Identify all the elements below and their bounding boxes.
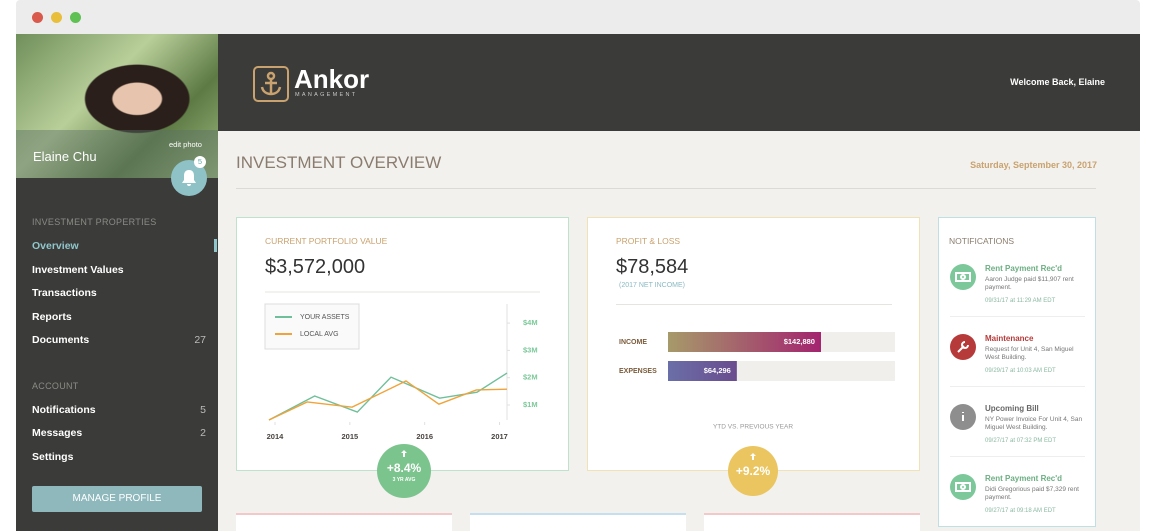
nav-item[interactable]: Notifications xyxy=(32,404,96,416)
bottom-card xyxy=(470,513,686,531)
icon-glyph xyxy=(955,272,971,282)
logo-icon xyxy=(253,66,289,102)
notification-time: 09/31/17 at 11:29 AM EDT xyxy=(985,298,1056,304)
legend-label: YOUR ASSETS xyxy=(300,314,350,321)
notification-time: 09/27/17 at 07:32 PM EDT xyxy=(985,438,1057,444)
notification-text: Aaron Judge paid $11,907 rent payment. xyxy=(985,276,1074,291)
nav-item[interactable]: Reports xyxy=(32,311,72,323)
bell-count: 5 xyxy=(194,156,206,168)
pl-value: $78,584 xyxy=(616,256,689,278)
notification-icon xyxy=(950,334,976,360)
nav-item[interactable]: Documents xyxy=(32,334,90,346)
card-label: NOTIFICATIONS xyxy=(949,236,1015,246)
nav-count: 5 xyxy=(200,404,206,416)
user-name: Elaine Chu xyxy=(33,149,97,164)
section-title: ACCOUNT xyxy=(32,381,79,391)
y-tick-label: $1M xyxy=(523,400,538,409)
up-arrow xyxy=(750,453,756,460)
brand-sub: MANAGEMENT xyxy=(295,92,358,98)
badge-value: +9.2% xyxy=(735,464,771,478)
notification-time: 09/27/17 at 09:18 AM EDT xyxy=(985,508,1056,514)
bar xyxy=(668,361,737,381)
bar-value-label: $64,296 xyxy=(704,366,731,375)
category-label: INCOME xyxy=(619,339,647,346)
nav-item[interactable]: Investment Values xyxy=(32,264,124,276)
category-label: EXPENSES xyxy=(619,368,657,375)
welcome: Welcome Back, Elaine xyxy=(1010,77,1105,87)
brand: Ankor xyxy=(294,64,370,94)
notification-divider xyxy=(950,316,1085,317)
nav-item[interactable]: Transactions xyxy=(32,287,97,299)
y-tick-label: $2M xyxy=(523,373,538,382)
x-tick-label: 2017 xyxy=(491,432,508,441)
series-line xyxy=(268,372,508,421)
divider xyxy=(616,304,892,305)
max-dot[interactable] xyxy=(70,12,81,23)
notification-title: Maintenance xyxy=(985,334,1034,343)
bar xyxy=(668,332,821,352)
legend-box xyxy=(264,303,360,350)
badge-sub: 3 YR AVG xyxy=(392,477,416,483)
notification-icon xyxy=(950,404,976,430)
notification-icon xyxy=(950,474,976,500)
notification-divider xyxy=(950,456,1085,457)
manage-profile-button[interactable]: MANAGE PROFILE xyxy=(32,486,202,512)
notification-text: Didi Gregorious paid $7,329 rent payment… xyxy=(985,486,1079,501)
x-tick-label: 2014 xyxy=(267,432,285,441)
header xyxy=(218,34,1140,131)
nav-item[interactable]: Settings xyxy=(32,451,74,463)
icon-glyph xyxy=(957,341,969,353)
nav-item[interactable]: Overview xyxy=(32,240,79,252)
profile-photo xyxy=(16,34,218,178)
series-line xyxy=(268,380,508,421)
notification-text: Request for Unit 4, San Miguel West Buil… xyxy=(985,346,1074,361)
bar-value-label: $142,880 xyxy=(784,337,815,346)
badge-value: +8.4% xyxy=(386,461,422,475)
active-indicator xyxy=(214,239,217,252)
pl-sub: (2017 NET INCOME) xyxy=(619,282,685,289)
up-arrow xyxy=(401,450,407,457)
icon-glyph xyxy=(962,412,964,421)
notification-title: Rent Payment Rec'd xyxy=(985,264,1063,273)
notification-time: 09/29/17 at 10:03 AM EDT xyxy=(985,368,1056,374)
divider xyxy=(236,188,1096,189)
page-title: INVESTMENT OVERVIEW xyxy=(236,153,442,172)
y-tick-label: $3M xyxy=(523,345,538,354)
nav-item[interactable]: Messages xyxy=(32,427,83,439)
portfolio-value: $3,572,000 xyxy=(265,256,366,278)
nav-count: 2 xyxy=(200,427,206,439)
bell-icon xyxy=(182,170,196,186)
legend-label: LOCAL AVG xyxy=(300,331,339,338)
icon-glyph xyxy=(955,482,971,492)
window-bar xyxy=(16,0,1140,34)
close-dot[interactable] xyxy=(32,12,43,23)
min-dot[interactable] xyxy=(51,12,62,23)
notification-divider xyxy=(950,386,1085,387)
notification-title: Rent Payment Rec'd xyxy=(985,474,1063,483)
edit-photo[interactable]: edit photo xyxy=(169,140,202,149)
bottom-card xyxy=(704,513,920,531)
notification-title: Upcoming Bill xyxy=(985,404,1039,413)
anchor-icon xyxy=(260,71,282,96)
nav-count: 27 xyxy=(194,334,206,346)
x-tick-label: 2016 xyxy=(416,432,433,441)
pl-badge: +9.2% xyxy=(728,446,778,496)
section-title: INVESTMENT PROPERTIES xyxy=(32,217,157,227)
card-label: CURRENT PORTFOLIO VALUE xyxy=(265,236,388,246)
x-tick-label: 2015 xyxy=(341,432,358,441)
bottom-card xyxy=(236,513,452,531)
portfolio-badge: +8.4% 3 YR AVG xyxy=(377,444,431,498)
y-tick-label: $4M xyxy=(523,318,538,327)
card-label: PROFIT & LOSS xyxy=(616,236,681,246)
notification-text: NY Power Invoice For Unit 4, San Miguel … xyxy=(985,416,1083,431)
date: Saturday, September 30, 2017 xyxy=(970,160,1097,170)
notification-icon xyxy=(950,264,976,290)
x-axis-label: YTD VS. PREVIOUS YEAR xyxy=(713,424,793,431)
